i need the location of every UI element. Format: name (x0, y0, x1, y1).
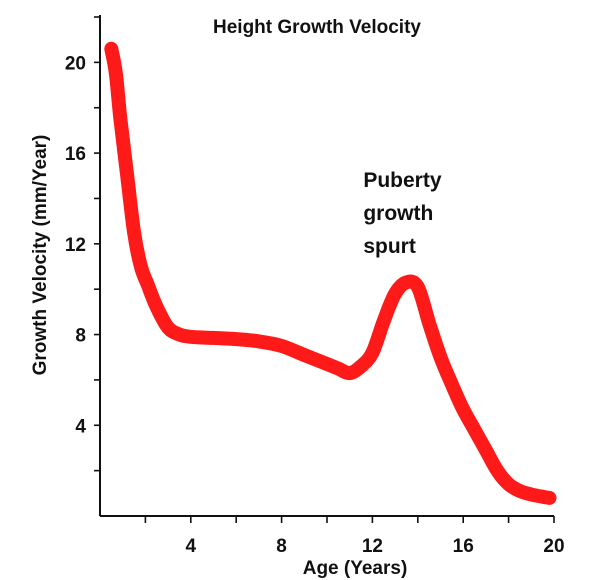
plot-area: 4 8 12 16 20 4 8 12 16 20 Puberty growth spurt (65, 15, 565, 557)
x-tick-label: 8 (276, 536, 287, 557)
y-tick-label: 20 (65, 53, 86, 74)
growth-velocity-line (104, 41, 557, 505)
y-ticks: 4 8 12 16 20 (65, 16, 100, 472)
x-tick-label: 12 (362, 536, 383, 557)
annotation-line: growth (363, 202, 433, 225)
chart-title: Height Growth Velocity (213, 17, 421, 38)
x-ticks: 4 8 12 16 20 (144, 516, 565, 557)
y-tick-label: 16 (65, 144, 86, 165)
x-axis-label: Age (Years) (303, 558, 408, 579)
y-axis-label: Growth Velocity (mm/Year) (30, 135, 51, 376)
y-tick-label: 8 (75, 326, 86, 347)
y-tick-label: 12 (65, 235, 86, 256)
annotation-line: spurt (363, 235, 416, 258)
x-tick-label: 16 (453, 536, 474, 557)
y-tick-label: 4 (75, 416, 86, 437)
puberty-annotation: Puberty growth spurt (363, 169, 442, 258)
x-tick-label: 4 (186, 536, 197, 557)
annotation-line: Puberty (363, 169, 442, 192)
x-tick-label: 20 (543, 536, 564, 557)
